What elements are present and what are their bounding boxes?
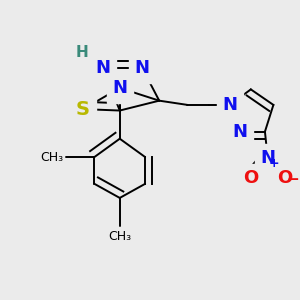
Text: N: N (135, 59, 150, 77)
Text: H: H (75, 45, 88, 60)
Text: N: N (232, 123, 247, 141)
Text: N: N (95, 59, 110, 77)
Text: CH₃: CH₃ (108, 230, 131, 243)
Text: CH₃: CH₃ (40, 151, 64, 164)
Text: S: S (76, 100, 90, 118)
Text: −: − (287, 172, 299, 187)
Text: +: + (269, 157, 280, 170)
Text: N: N (260, 149, 275, 167)
Text: O: O (277, 169, 292, 187)
Text: N: N (112, 79, 127, 97)
Text: O: O (243, 169, 259, 187)
Text: N: N (222, 96, 237, 114)
